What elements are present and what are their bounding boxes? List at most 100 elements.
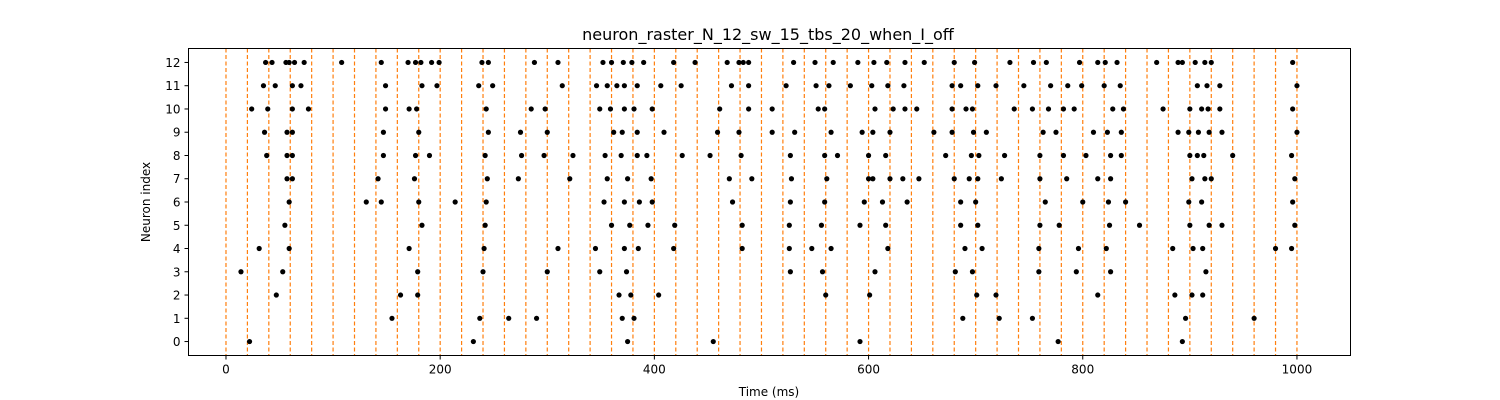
spike-point xyxy=(951,176,957,182)
spike-point xyxy=(1288,245,1295,252)
spike-point xyxy=(678,83,684,89)
spike-point xyxy=(672,222,678,228)
spike-point xyxy=(656,292,662,298)
spike-point xyxy=(739,245,745,252)
spike-point xyxy=(528,106,534,112)
x-axis-label: Time (ms) xyxy=(738,385,800,399)
spike-point xyxy=(1251,315,1257,321)
spike-point xyxy=(1011,106,1017,112)
spike-point xyxy=(1203,269,1209,275)
spike-point xyxy=(746,59,752,66)
spike-point xyxy=(1080,199,1086,205)
spike-point xyxy=(1060,106,1067,112)
y-tick-label: 12 xyxy=(165,56,180,70)
spike-point xyxy=(382,83,389,89)
spike-point xyxy=(406,245,412,252)
spike-point xyxy=(865,152,872,159)
spike-point xyxy=(284,152,290,159)
spike-point xyxy=(890,106,896,112)
spike-point xyxy=(480,269,486,275)
spike-point xyxy=(426,152,433,159)
spike-point xyxy=(249,106,255,112)
spike-point xyxy=(436,59,442,66)
spike-point xyxy=(671,245,677,252)
spike-point xyxy=(485,129,491,135)
spike-point xyxy=(434,83,440,89)
spike-point xyxy=(692,59,698,66)
spike-point xyxy=(993,292,999,298)
spike-point xyxy=(902,106,908,112)
spike-point xyxy=(786,222,792,228)
spike-point xyxy=(872,106,878,112)
spike-point xyxy=(966,176,972,182)
spike-point xyxy=(484,176,490,182)
spike-point xyxy=(1172,292,1178,298)
spike-point xyxy=(717,106,723,112)
spike-point xyxy=(419,222,425,228)
spike-point xyxy=(363,199,369,205)
spike-point xyxy=(958,222,964,228)
spike-point xyxy=(1294,129,1300,135)
spike-point xyxy=(1217,106,1223,112)
spike-point xyxy=(291,59,298,66)
spike-point xyxy=(1200,245,1206,252)
spike-point xyxy=(620,59,626,66)
spike-point xyxy=(822,199,828,205)
spike-point xyxy=(621,83,627,89)
spike-point xyxy=(1079,83,1085,89)
spike-point xyxy=(1200,292,1206,298)
x-tick-label: 0 xyxy=(222,363,230,377)
spike-point xyxy=(289,83,295,89)
spike-point xyxy=(1108,269,1114,275)
y-tick-label: 10 xyxy=(165,102,180,116)
spike-point xyxy=(1208,176,1214,182)
spike-point xyxy=(979,245,985,252)
spike-point xyxy=(865,176,872,182)
spike-point xyxy=(970,129,977,135)
spike-point xyxy=(648,176,654,182)
spike-point xyxy=(544,129,550,135)
spike-point xyxy=(1160,106,1166,112)
spike-point xyxy=(958,83,964,89)
spike-point xyxy=(1205,106,1211,112)
spike-point xyxy=(949,129,955,135)
spike-point xyxy=(792,129,798,135)
spike-point xyxy=(658,83,664,89)
spike-point xyxy=(943,152,949,159)
spike-point xyxy=(975,83,981,89)
spike-point xyxy=(1288,152,1295,159)
y-tick-label: 9 xyxy=(173,126,181,140)
spike-point xyxy=(1037,176,1043,182)
spike-point xyxy=(710,338,716,345)
spike-point xyxy=(828,245,834,252)
spike-point xyxy=(286,199,292,205)
spike-point xyxy=(284,129,290,135)
spike-point xyxy=(602,152,608,159)
spike-point xyxy=(1219,222,1225,228)
spike-point xyxy=(870,129,876,135)
spike-point xyxy=(962,245,968,252)
spike-point xyxy=(289,152,295,159)
y-tick-label: 7 xyxy=(173,172,181,186)
spike-point xyxy=(570,152,576,159)
spike-point xyxy=(904,199,910,205)
spike-point xyxy=(635,245,641,252)
spike-point xyxy=(470,338,476,345)
spike-point xyxy=(531,59,538,66)
spike-point xyxy=(1102,59,1108,66)
spike-point xyxy=(375,176,381,182)
spike-point xyxy=(1179,338,1185,345)
timestep-vlines xyxy=(225,48,1298,356)
spike-point xyxy=(273,292,279,298)
spike-point xyxy=(289,106,295,112)
spike-point xyxy=(870,176,876,182)
spike-point xyxy=(1095,59,1101,66)
spike-point xyxy=(452,199,458,205)
spike-point xyxy=(624,176,631,182)
spike-point xyxy=(567,176,573,182)
spike-point xyxy=(1095,292,1101,298)
spike-point xyxy=(1192,59,1198,66)
spike-point xyxy=(641,59,647,66)
spike-point xyxy=(263,59,269,66)
spike-point xyxy=(1037,222,1043,228)
